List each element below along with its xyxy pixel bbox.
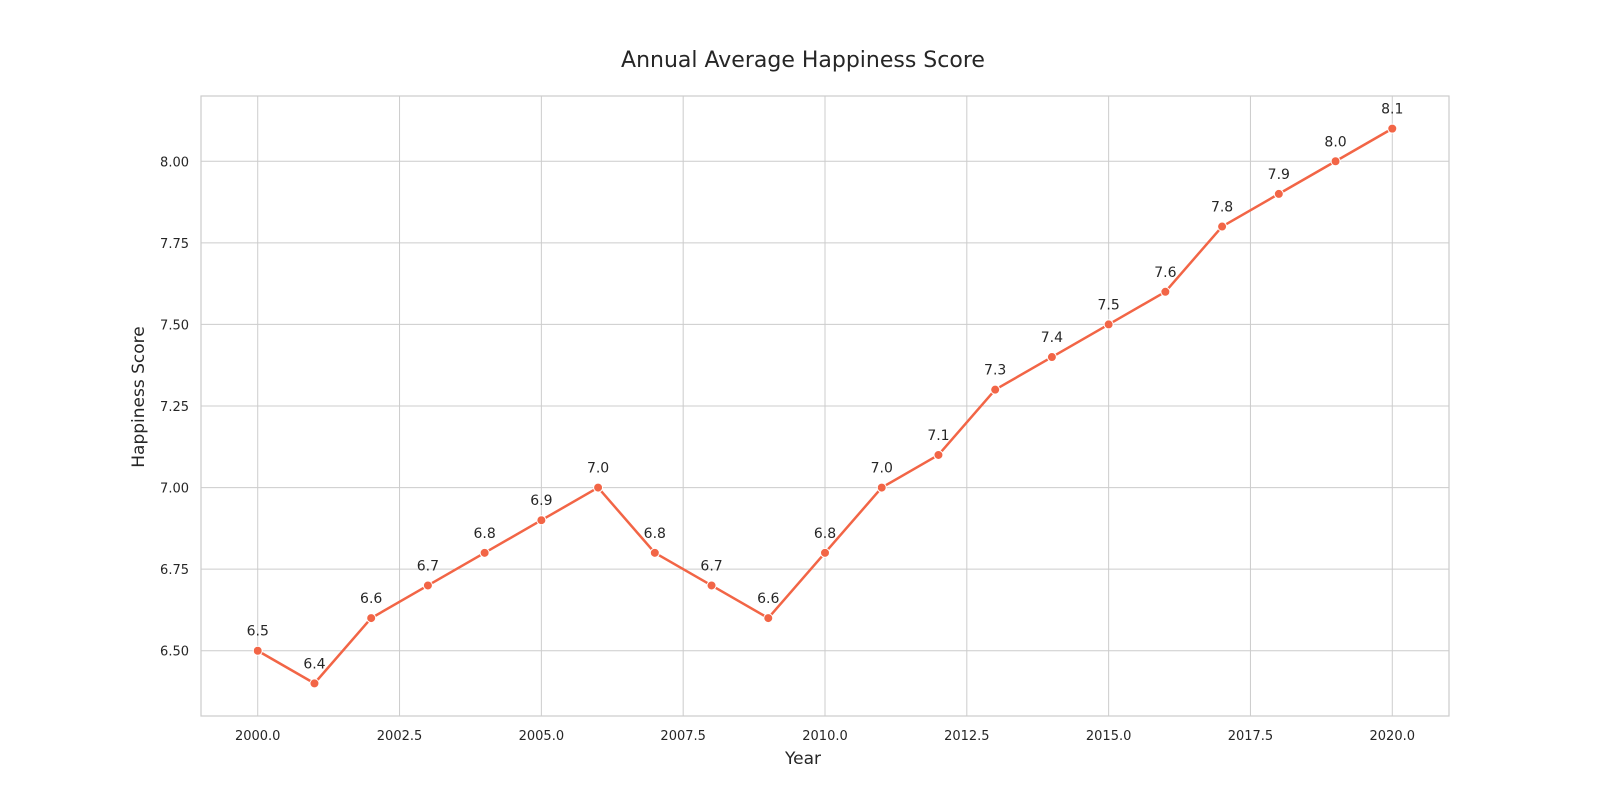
plot-frame	[200, 95, 1450, 717]
data-point	[422, 580, 433, 591]
data-point	[933, 449, 944, 460]
data-point	[593, 482, 604, 493]
data-label: 6.9	[530, 493, 552, 509]
data-label: 7.0	[871, 461, 893, 477]
data-label: 7.9	[1268, 167, 1290, 183]
data-point	[1103, 319, 1114, 330]
data-point	[820, 547, 830, 558]
data-label: 6.8	[474, 526, 496, 542]
data-label: 6.6	[757, 591, 779, 607]
data-point	[1217, 221, 1228, 232]
data-label: 7.1	[927, 428, 949, 444]
data-point	[1387, 123, 1398, 134]
data-label: 6.8	[814, 526, 836, 542]
data-label: 6.5	[247, 624, 269, 640]
data-point	[1273, 188, 1284, 199]
y-axis-title: Happiness Score	[129, 326, 149, 467]
x-tick-label: 2010.0	[802, 729, 848, 744]
data-labels: 6.5 6.4 6.6 6.7 6.8 6.9 7.0 6.8 6.7 6.6 6.8 7.0 7.1 7…	[247, 102, 1404, 673]
data-point	[876, 482, 887, 493]
data-point	[649, 547, 660, 558]
x-tick-label: 2002.5	[377, 729, 423, 744]
data-label: 7.6	[1154, 265, 1176, 281]
y-tick-label: 6.50	[160, 645, 189, 660]
data-point	[1046, 352, 1057, 363]
data-point	[252, 645, 263, 656]
data-point	[1160, 286, 1171, 297]
y-tick-label: 6.75	[160, 563, 189, 578]
data-point	[536, 515, 547, 526]
axis-ticks: 2000.0 2002.5 2005.0 2007.5 2010.0 2012.5 2015…	[160, 155, 1415, 744]
x-tick-label: 2005.0	[519, 729, 565, 744]
data-label: 7.4	[1041, 330, 1063, 346]
data-point	[706, 580, 717, 591]
series-layer	[252, 123, 1398, 689]
data-label: 6.7	[417, 558, 439, 574]
data-label: 6.7	[700, 558, 722, 574]
x-tick-label: 2017.5	[1228, 729, 1274, 744]
data-label: 6.4	[303, 656, 325, 672]
data-label: 7.8	[1211, 200, 1233, 216]
x-tick-label: 2012.5	[944, 729, 990, 744]
data-point	[479, 547, 490, 558]
grid	[201, 96, 1449, 716]
y-tick-label: 7.50	[160, 318, 189, 333]
data-label: 7.0	[587, 461, 609, 477]
data-label: 6.6	[360, 591, 382, 607]
data-point	[1330, 156, 1341, 167]
x-tick-label: 2015.0	[1086, 729, 1132, 744]
data-point	[990, 384, 1001, 395]
y-tick-label: 7.00	[160, 482, 189, 497]
y-tick-label: 8.00	[160, 155, 189, 170]
y-tick-label: 7.75	[160, 237, 189, 252]
data-point	[763, 613, 774, 624]
x-tick-label: 2007.5	[660, 729, 706, 744]
data-label: 6.8	[644, 526, 666, 542]
x-tick-label: 2020.0	[1370, 729, 1416, 744]
x-tick-label: 2000.0	[235, 729, 281, 744]
x-axis-title: Year	[784, 749, 821, 769]
chart-title: Annual Average Happiness Score	[621, 48, 985, 73]
data-point	[309, 678, 320, 689]
y-tick-label: 7.25	[160, 400, 189, 415]
data-label: 8.1	[1381, 102, 1403, 118]
data-label: 7.5	[1098, 297, 1120, 313]
data-point	[366, 613, 377, 624]
data-label: 7.3	[984, 363, 1006, 379]
data-label: 8.0	[1324, 134, 1346, 150]
